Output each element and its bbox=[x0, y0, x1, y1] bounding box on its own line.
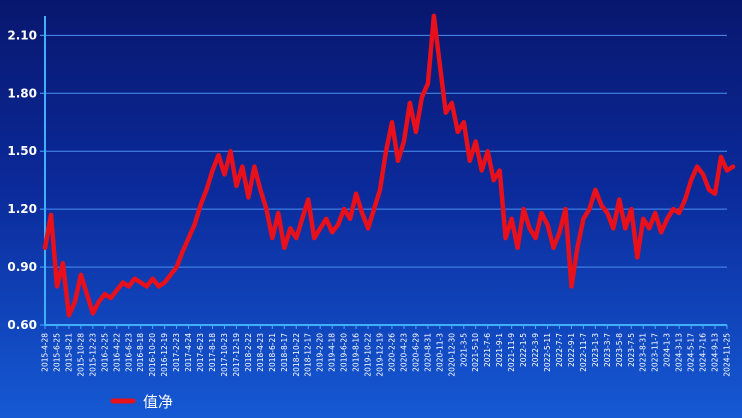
x-tick-label: 2018-2-22 bbox=[244, 333, 253, 372]
x-tick-label: 2017-2-23 bbox=[172, 333, 181, 372]
x-tick-label: 2023-5-8 bbox=[615, 333, 624, 367]
x-tick-label: 2020-4-23 bbox=[399, 333, 408, 372]
x-tick-label: 2016-10-20 bbox=[148, 333, 157, 377]
x-tick-label: 2023-7-5 bbox=[627, 333, 636, 367]
x-tick-label: 2021-11-9 bbox=[507, 333, 516, 372]
x-tick-label: 2024-1-3 bbox=[663, 333, 672, 367]
x-tick-label: 2015-10-28 bbox=[76, 333, 85, 377]
x-tick-label: 2017-12-19 bbox=[232, 333, 241, 377]
x-tick-labels: 2015-4-28 2015-6-25 2015-8-21 2015-10-28 201… bbox=[41, 325, 732, 377]
x-tick-label: 2019-4-18 bbox=[328, 333, 337, 372]
x-tick-label: 2023-3-7 bbox=[603, 333, 612, 367]
x-tick-label: 2020-6-29 bbox=[411, 333, 420, 372]
x-tick-label: 2019-2-20 bbox=[316, 333, 325, 372]
series-layer bbox=[42, 13, 736, 318]
x-tick-label: 2021-7-6 bbox=[483, 333, 492, 367]
legend: 值净 bbox=[110, 393, 173, 411]
x-tick-label: 2019-10-22 bbox=[364, 333, 373, 377]
x-tick-label: 2018-6-21 bbox=[268, 333, 277, 372]
x-tick-label: 2024-5-17 bbox=[687, 333, 696, 372]
x-tick-label: 2022-9-1 bbox=[567, 333, 576, 367]
x-tick-label: 2023-11-7 bbox=[651, 333, 660, 372]
x-tick-label: 2023-1-3 bbox=[591, 333, 600, 367]
x-tick-label: 2020-2-26 bbox=[387, 333, 396, 372]
y-tick-label: 0.60 bbox=[7, 318, 37, 332]
x-tick-label: 2015-4-28 bbox=[41, 333, 50, 372]
x-tick-label: 2017-8-18 bbox=[208, 333, 217, 372]
x-tick-label: 2015-6-25 bbox=[52, 333, 61, 372]
y-tick-label: 1.20 bbox=[7, 202, 37, 216]
x-tick-label: 2015-12-23 bbox=[88, 333, 97, 377]
y-tick-label: 2.10 bbox=[7, 28, 37, 42]
x-tick-label: 2018-12-17 bbox=[304, 333, 313, 377]
x-tick-label: 2016-6-23 bbox=[124, 333, 133, 372]
x-tick-label: 2018-10-22 bbox=[292, 333, 301, 377]
x-tick-label: 2020-11-3 bbox=[435, 333, 444, 372]
x-tick-label: 2024-9-13 bbox=[711, 333, 720, 372]
y-tick-labels: 0.60 0.90 1.20 1.50 1.80 2.10 bbox=[7, 28, 37, 332]
axes bbox=[44, 16, 727, 326]
x-tick-label: 2019-8-16 bbox=[352, 333, 361, 372]
x-tick-label: 2022-5-11 bbox=[543, 333, 552, 372]
x-tick-label: 2021-3-5 bbox=[459, 333, 468, 367]
x-tick-label: 2023-8-31 bbox=[639, 333, 648, 372]
x-tick-label: 2015-8-21 bbox=[64, 333, 73, 372]
x-tick-label: 2017-4-24 bbox=[184, 333, 193, 372]
x-tick-label: 2022-11-7 bbox=[579, 333, 588, 372]
x-tick-label: 2022-3-9 bbox=[531, 333, 540, 367]
x-tick-label: 2018-8-17 bbox=[280, 333, 289, 372]
x-tick-label: 2024-11-25 bbox=[723, 333, 732, 377]
x-tick-label: 2024-3-13 bbox=[675, 333, 684, 372]
y-tick-label: 1.80 bbox=[7, 86, 37, 100]
x-tick-label: 2019-12-19 bbox=[376, 333, 385, 377]
x-tick-label: 2021-5-10 bbox=[471, 333, 480, 372]
x-tick-label: 2019-6-20 bbox=[340, 333, 349, 372]
series-line-nav bbox=[42, 13, 736, 318]
x-tick-label: 2016-12-19 bbox=[160, 333, 169, 377]
legend-label: 值净 bbox=[143, 393, 173, 411]
x-tick-label: 2020-12-30 bbox=[447, 333, 456, 377]
x-tick-label: 2017-10-23 bbox=[220, 333, 229, 377]
y-tick-label: 0.90 bbox=[7, 260, 37, 274]
y-tick-label: 1.50 bbox=[7, 144, 37, 158]
x-tick-label: 2022-7-7 bbox=[555, 333, 564, 367]
x-tick-label: 2020-8-31 bbox=[423, 333, 432, 372]
x-tick-label: 2016-8-18 bbox=[136, 333, 145, 372]
x-tick-label: 2024-7-16 bbox=[699, 333, 708, 372]
x-tick-label: 2016-2-25 bbox=[100, 333, 109, 372]
x-tick-label: 2022-1-5 bbox=[519, 333, 528, 367]
x-tick-label: 2017-6-23 bbox=[196, 333, 205, 372]
x-tick-label: 2016-4-22 bbox=[112, 333, 121, 372]
x-tick-label: 2018-4-23 bbox=[256, 333, 265, 372]
x-tick-label: 2021-9-1 bbox=[495, 333, 504, 367]
